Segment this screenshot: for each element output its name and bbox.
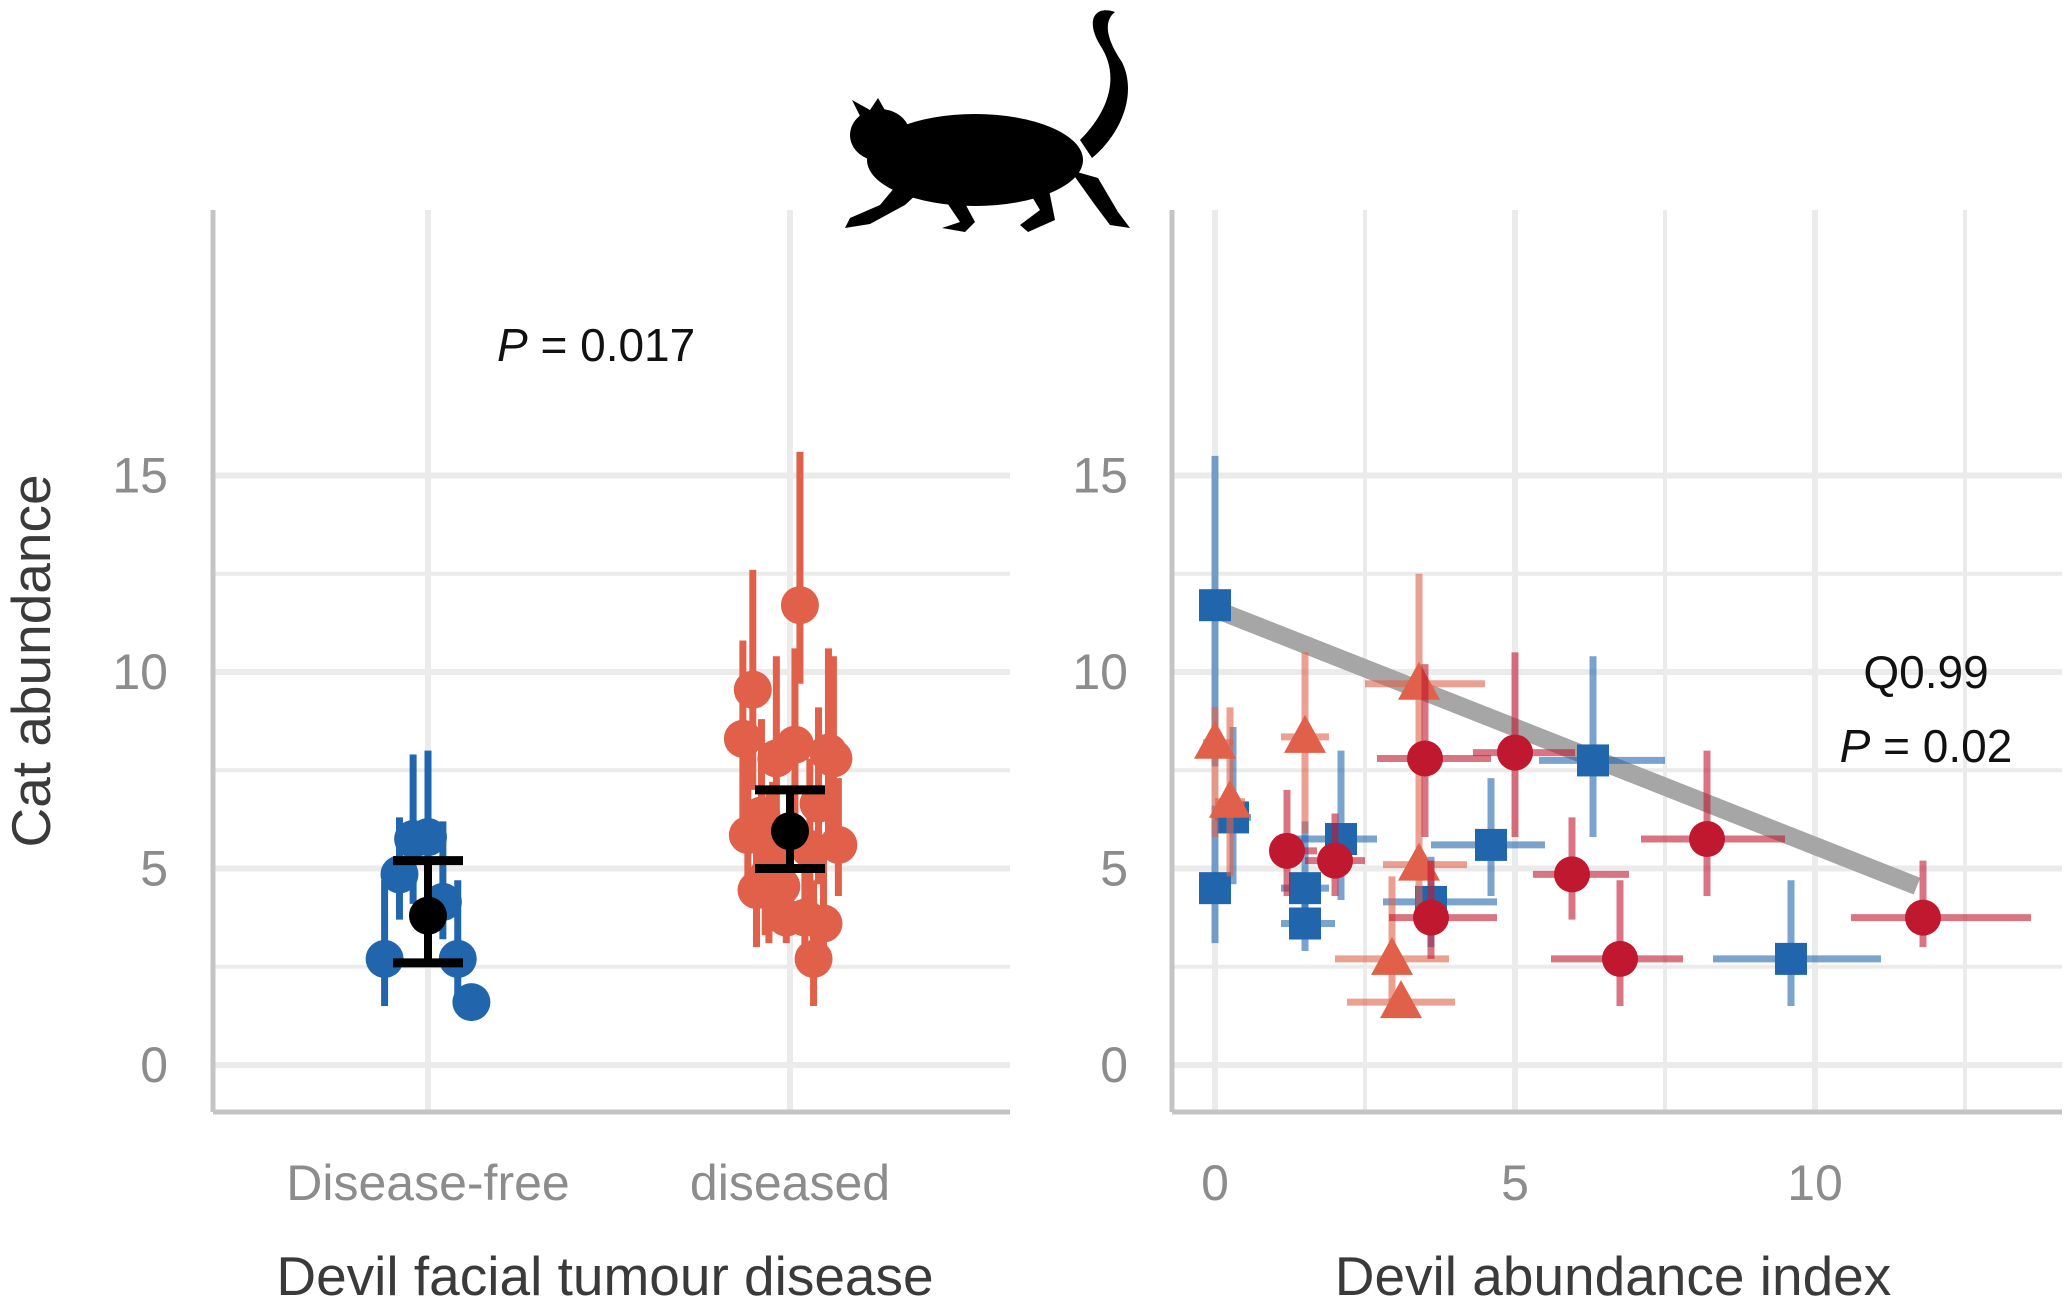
right-square-point	[1775, 942, 1807, 975]
left-data-point	[814, 739, 853, 778]
right-square-point	[1475, 828, 1507, 861]
right-p-text: = 0.02	[1870, 720, 2012, 772]
right-triangle-point	[1194, 720, 1236, 759]
left-gridlines	[213, 210, 1010, 1112]
right-y-tick-label: 10	[1072, 644, 1128, 700]
mean-point	[409, 896, 447, 935]
right-p-value: P = 0.02	[1840, 720, 2013, 772]
left-data-point	[762, 867, 801, 906]
right-circle-point	[1602, 940, 1638, 977]
right-square-point	[1199, 589, 1231, 622]
right-data-marks	[1194, 455, 2031, 1019]
left-p-italic: P	[497, 319, 528, 371]
right-circle-point	[1497, 734, 1533, 771]
right-circle-point	[1554, 856, 1590, 893]
right-tick-labels: 0 5 10 15 0 5 10	[1072, 448, 1842, 1212]
left-data-point	[804, 904, 843, 943]
trend-line	[1211, 600, 1921, 895]
left-data-marks	[365, 451, 858, 1022]
right-triangle-point	[1209, 779, 1251, 818]
right-panel: 0 5 10 15 0 5 10 Q0.99 P = 0.02 Devil abundanc…	[1072, 210, 2062, 1300]
right-square-point	[1199, 872, 1231, 905]
left-tick-labels: 0 5 10 15 Disease-free diseased	[112, 448, 890, 1212]
right-y-tick-label: 0	[1100, 1037, 1128, 1093]
right-circle-point	[1317, 842, 1353, 879]
mean-point	[771, 812, 809, 851]
left-y-tick-label: 15	[112, 448, 168, 504]
right-x-tick-label: 0	[1201, 1155, 1229, 1211]
left-data-point	[780, 586, 819, 625]
cat-silhouette-icon	[845, 10, 1130, 232]
left-x-axis-title: Devil facial tumour disease	[276, 1245, 933, 1300]
right-triangle-point	[1398, 661, 1440, 700]
right-triangle-point	[1284, 714, 1326, 753]
right-y-tick-label: 15	[1072, 448, 1128, 504]
right-circle-point	[1407, 740, 1443, 777]
right-triangle-point	[1380, 980, 1422, 1019]
right-p-italic: P	[1840, 720, 1871, 772]
right-x-tick-label: 5	[1501, 1155, 1529, 1211]
left-x-tick-label: Disease-free	[286, 1155, 569, 1211]
left-y-tick-label: 10	[112, 644, 168, 700]
left-x-tick-label: diseased	[690, 1155, 890, 1211]
left-data-point	[365, 939, 404, 978]
left-data-point	[733, 670, 772, 709]
left-p-value: P = 0.017	[497, 319, 695, 371]
left-panel: 0 5 10 15 Disease-free diseased P = 0.017 Cat…	[0, 210, 1010, 1300]
left-p-text: = 0.017	[528, 319, 696, 371]
right-square-point	[1289, 907, 1321, 940]
right-circle-point	[1689, 821, 1725, 858]
quantile-label: Q0.99	[1863, 646, 1988, 698]
right-y-tick-label: 5	[1100, 841, 1128, 897]
right-x-axis-title: Devil abundance index	[1335, 1245, 1892, 1300]
right-square-point	[1577, 744, 1609, 777]
left-data-point	[819, 825, 858, 864]
right-circle-point	[1269, 832, 1305, 869]
left-data-point	[452, 983, 491, 1022]
right-circle-point	[1413, 899, 1449, 936]
left-data-point	[409, 818, 447, 857]
right-triangle-point	[1371, 936, 1413, 975]
left-y-tick-label: 5	[140, 841, 168, 897]
right-circle-point	[1905, 899, 1941, 936]
y-axis-title: Cat abundance	[0, 474, 62, 847]
left-y-tick-label: 0	[140, 1037, 168, 1093]
left-data-point	[775, 725, 814, 764]
right-x-tick-label: 10	[1787, 1155, 1843, 1211]
